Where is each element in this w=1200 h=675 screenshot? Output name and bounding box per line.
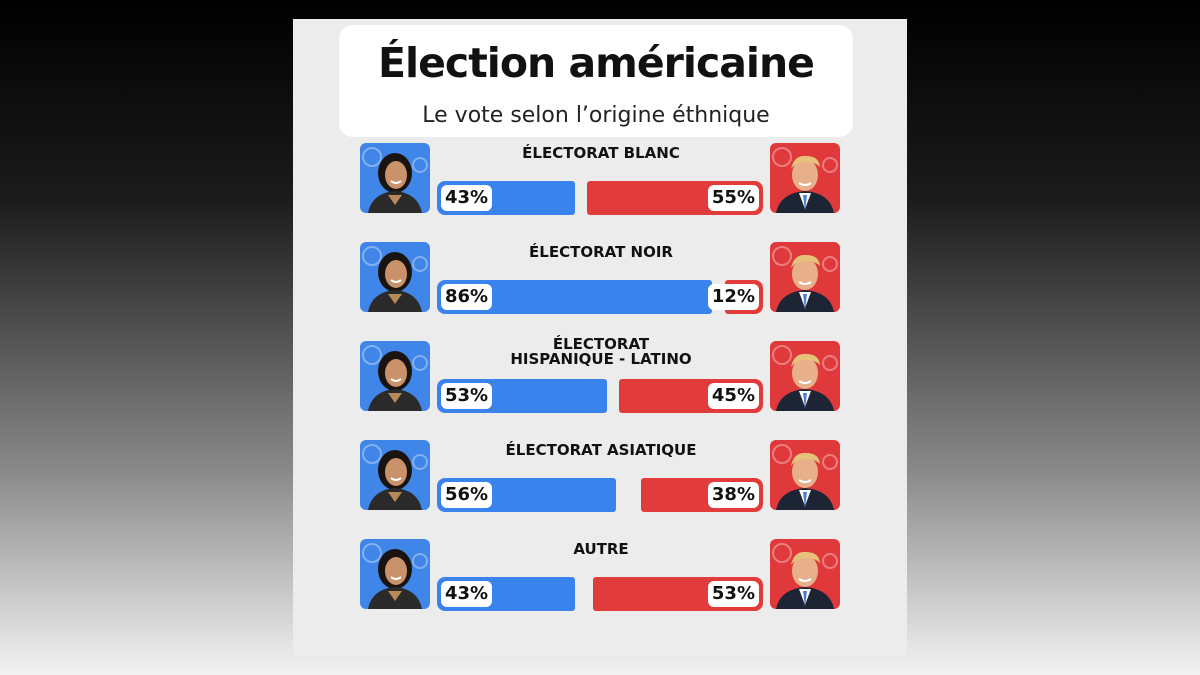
title-box: Élection américaine Le vote selon l’orig… — [339, 25, 853, 137]
trump-percent-label: 38% — [707, 482, 759, 508]
trump-avatar — [770, 539, 840, 609]
trump-avatar — [770, 242, 840, 312]
trump-percent-label: 53% — [707, 581, 759, 607]
harris-percent-label: 43% — [441, 581, 493, 607]
category-label-line: ÉLECTORAT BLANC — [522, 144, 680, 162]
category-label: ÉLECTORAT HISPANIQUE - LATINO — [443, 337, 759, 367]
trump-percent-label: 55% — [707, 185, 759, 211]
category-label-line: ÉLECTORAT — [552, 335, 650, 353]
harris-percent-label: 43% — [441, 185, 493, 211]
harris-percent-label: 53% — [441, 383, 493, 409]
trump-avatar — [770, 143, 840, 213]
infographic-card: Élection américaine Le vote selon l’orig… — [293, 19, 907, 656]
category-label-line: ÉLECTORAT NOIR — [529, 243, 673, 261]
chart-row: ÉLECTORAT BLANC 43% 55% — [293, 143, 907, 219]
page-subtitle: Le vote selon l’origine éthnique — [422, 103, 770, 128]
trump-avatar — [770, 341, 840, 411]
category-label: ÉLECTORAT ASIATIQUE — [443, 443, 759, 458]
category-label-line: HISPANIQUE - LATINO — [510, 350, 692, 368]
category-label-line: ÉLECTORAT ASIATIQUE — [505, 441, 697, 459]
harris-avatar — [360, 143, 430, 213]
harris-avatar — [360, 440, 430, 510]
category-label: ÉLECTORAT BLANC — [443, 146, 759, 161]
category-label: AUTRE — [443, 542, 759, 557]
trump-avatar — [770, 440, 840, 510]
harris-avatar — [360, 341, 430, 411]
category-label: ÉLECTORAT NOIR — [443, 245, 759, 260]
chart-row: AUTRE 43% 53% — [293, 539, 907, 615]
trump-percent-label: 12% — [707, 284, 759, 310]
trump-percent-label: 45% — [707, 383, 759, 409]
harris-avatar — [360, 242, 430, 312]
harris-avatar — [360, 539, 430, 609]
chart-row: ÉLECTORAT ASIATIQUE 56% 38% — [293, 440, 907, 516]
harris-percent-label: 56% — [441, 482, 493, 508]
chart-row: ÉLECTORAT HISPANIQUE - LATINO 53% 45% — [293, 337, 907, 417]
page-title: Élection américaine — [378, 39, 815, 87]
chart-row: ÉLECTORAT NOIR 86% 12% — [293, 242, 907, 318]
category-label-line: AUTRE — [573, 540, 629, 558]
harris-percent-label: 86% — [441, 284, 493, 310]
